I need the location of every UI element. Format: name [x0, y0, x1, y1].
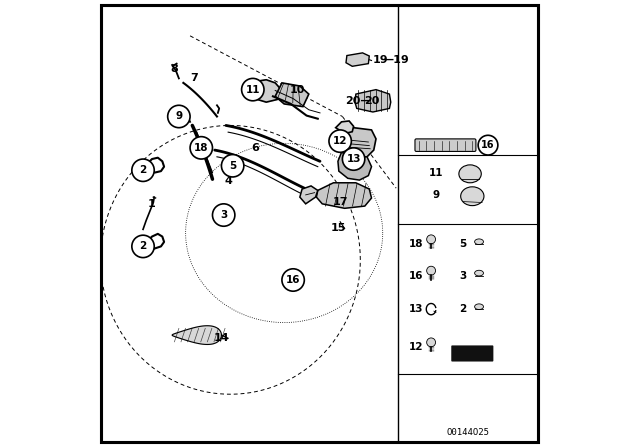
Text: 18: 18: [194, 143, 209, 153]
Text: 1: 1: [148, 199, 156, 209]
Text: 4: 4: [224, 177, 232, 186]
Text: 2: 2: [459, 304, 466, 314]
Text: 6: 6: [251, 143, 259, 153]
Polygon shape: [316, 183, 371, 208]
Circle shape: [329, 130, 351, 152]
Circle shape: [132, 235, 154, 258]
Text: 8: 8: [170, 65, 179, 74]
Text: 17: 17: [332, 197, 348, 207]
Text: 16: 16: [409, 271, 424, 280]
Text: 7: 7: [191, 73, 198, 83]
Circle shape: [242, 78, 264, 101]
Text: 16: 16: [481, 140, 495, 150]
Ellipse shape: [459, 165, 481, 183]
Polygon shape: [338, 152, 371, 180]
Text: O0144O25: O0144O25: [446, 428, 490, 437]
Text: 20: 20: [364, 96, 380, 106]
Text: 3: 3: [220, 210, 227, 220]
Text: 13: 13: [409, 304, 424, 314]
Circle shape: [427, 266, 436, 275]
Polygon shape: [336, 121, 353, 134]
Circle shape: [221, 155, 244, 177]
Text: 10: 10: [290, 85, 305, 95]
Ellipse shape: [475, 270, 483, 276]
Circle shape: [478, 135, 498, 155]
Circle shape: [427, 235, 436, 244]
Polygon shape: [355, 90, 391, 112]
Circle shape: [427, 338, 436, 347]
Text: 3: 3: [459, 271, 466, 280]
Text: 18: 18: [409, 239, 424, 249]
Circle shape: [282, 269, 305, 291]
Ellipse shape: [475, 304, 483, 310]
Polygon shape: [346, 53, 369, 66]
Text: 13: 13: [346, 154, 361, 164]
Circle shape: [168, 105, 190, 128]
Polygon shape: [300, 186, 317, 204]
Text: 11: 11: [429, 168, 444, 178]
Text: 9: 9: [175, 112, 182, 121]
FancyBboxPatch shape: [415, 139, 476, 151]
Circle shape: [212, 204, 235, 226]
Text: 12: 12: [409, 342, 424, 352]
Text: 2: 2: [140, 241, 147, 251]
Text: 9: 9: [433, 190, 440, 200]
Circle shape: [132, 159, 154, 181]
Text: 2: 2: [140, 165, 147, 175]
FancyBboxPatch shape: [451, 345, 493, 362]
Text: 5: 5: [229, 161, 236, 171]
Text: 15: 15: [330, 224, 346, 233]
Circle shape: [342, 148, 365, 170]
Circle shape: [190, 137, 212, 159]
Text: 11: 11: [246, 85, 260, 95]
Text: —19: —19: [383, 56, 410, 65]
Text: 14: 14: [214, 333, 229, 343]
Text: 12: 12: [333, 136, 348, 146]
Polygon shape: [275, 83, 309, 107]
Ellipse shape: [461, 187, 484, 206]
Text: 20—: 20—: [345, 96, 371, 106]
Ellipse shape: [475, 239, 483, 245]
Polygon shape: [253, 80, 282, 102]
Text: 16: 16: [286, 275, 300, 285]
Text: 19: 19: [372, 56, 388, 65]
Polygon shape: [172, 326, 221, 345]
Text: 5: 5: [459, 239, 466, 249]
Polygon shape: [338, 128, 376, 158]
